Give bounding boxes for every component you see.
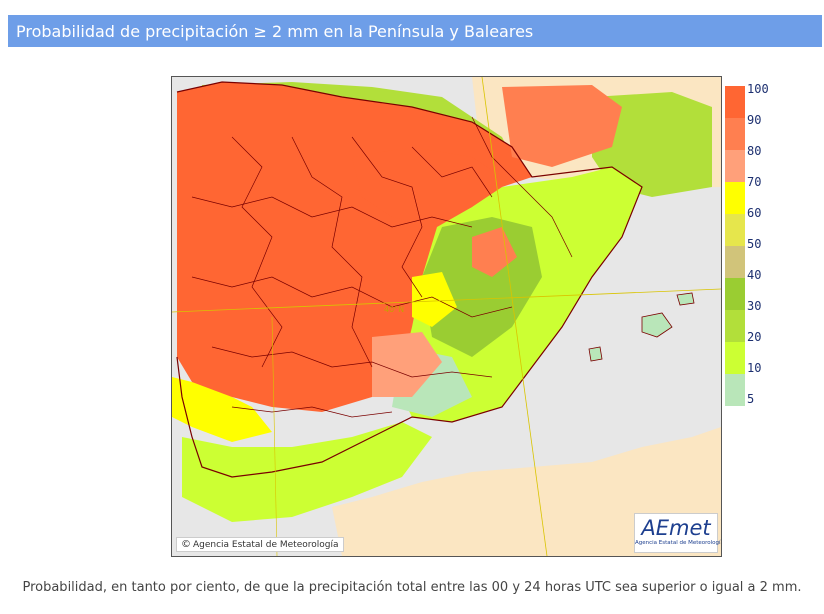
logo-subtext: Agencia Estatal de Meteorología — [635, 540, 722, 546]
map-canvas — [172, 77, 721, 556]
south-central-orange-area — [372, 332, 442, 397]
teruel-orange-patch — [472, 227, 517, 277]
africa-area — [332, 427, 721, 556]
meridian-0 — [481, 77, 548, 556]
legend-swatch — [725, 150, 745, 182]
south-green-band — [182, 422, 432, 522]
legend-label: 100 — [747, 82, 769, 96]
menorca-island — [676, 292, 695, 306]
legend-label: 5 — [747, 392, 755, 407]
precipitation-map: 40°N © Agencia Estatal de Meteorología AE… — [171, 76, 722, 557]
legend-swatch — [725, 278, 745, 310]
legend-swatch — [725, 182, 745, 214]
credit-text: Agencia Estatal de Meteorología — [193, 540, 339, 550]
province-borders — [191, 116, 573, 418]
parallel-40n — [172, 288, 721, 313]
legend-label: 40 — [747, 268, 762, 283]
ibiza-island — [588, 346, 603, 362]
legend-swatch — [725, 310, 745, 342]
legend-label: 50 — [747, 237, 762, 252]
coastline — [176, 81, 643, 478]
legend-label: 60 — [747, 206, 762, 221]
aemet-logo: AEmet Agencia Estatal de Meteorología — [634, 513, 722, 553]
color-legend — [725, 86, 745, 406]
legend-swatch — [725, 374, 745, 406]
mallorca-island — [641, 312, 673, 338]
ebro-high-area — [352, 147, 502, 227]
logo-mark: AEmet — [641, 516, 711, 540]
legend-swatch — [725, 118, 745, 150]
central-yellow-patch — [412, 272, 457, 327]
legend-swatch — [725, 214, 745, 246]
legend-label: 30 — [747, 299, 762, 314]
portugal-border — [271, 316, 278, 556]
legend-swatch — [725, 342, 745, 374]
legend-label: 70 — [747, 175, 762, 190]
pyrenees-orange-area — [502, 85, 622, 167]
legend-label: 20 — [747, 330, 762, 345]
legend-swatch — [725, 246, 745, 278]
legend-swatch — [725, 86, 745, 118]
legend-label: 10 — [747, 361, 762, 376]
legend-label: 80 — [747, 144, 762, 159]
title-bar: Probabilidad de precipitación ≥ 2 mm en … — [8, 15, 822, 47]
latitude-label: 40°N — [384, 305, 405, 314]
copyright-icon: © — [181, 539, 191, 550]
southwest-yellow-band — [172, 377, 272, 442]
map-caption: Probabilidad, en tanto por ciento, de qu… — [22, 580, 802, 595]
legend-label: 90 — [747, 113, 762, 128]
northeast-green-band — [592, 92, 712, 197]
page-title: Probabilidad de precipitación ≥ 2 mm en … — [16, 22, 534, 41]
map-credit: © Agencia Estatal de Meteorología — [176, 537, 344, 552]
